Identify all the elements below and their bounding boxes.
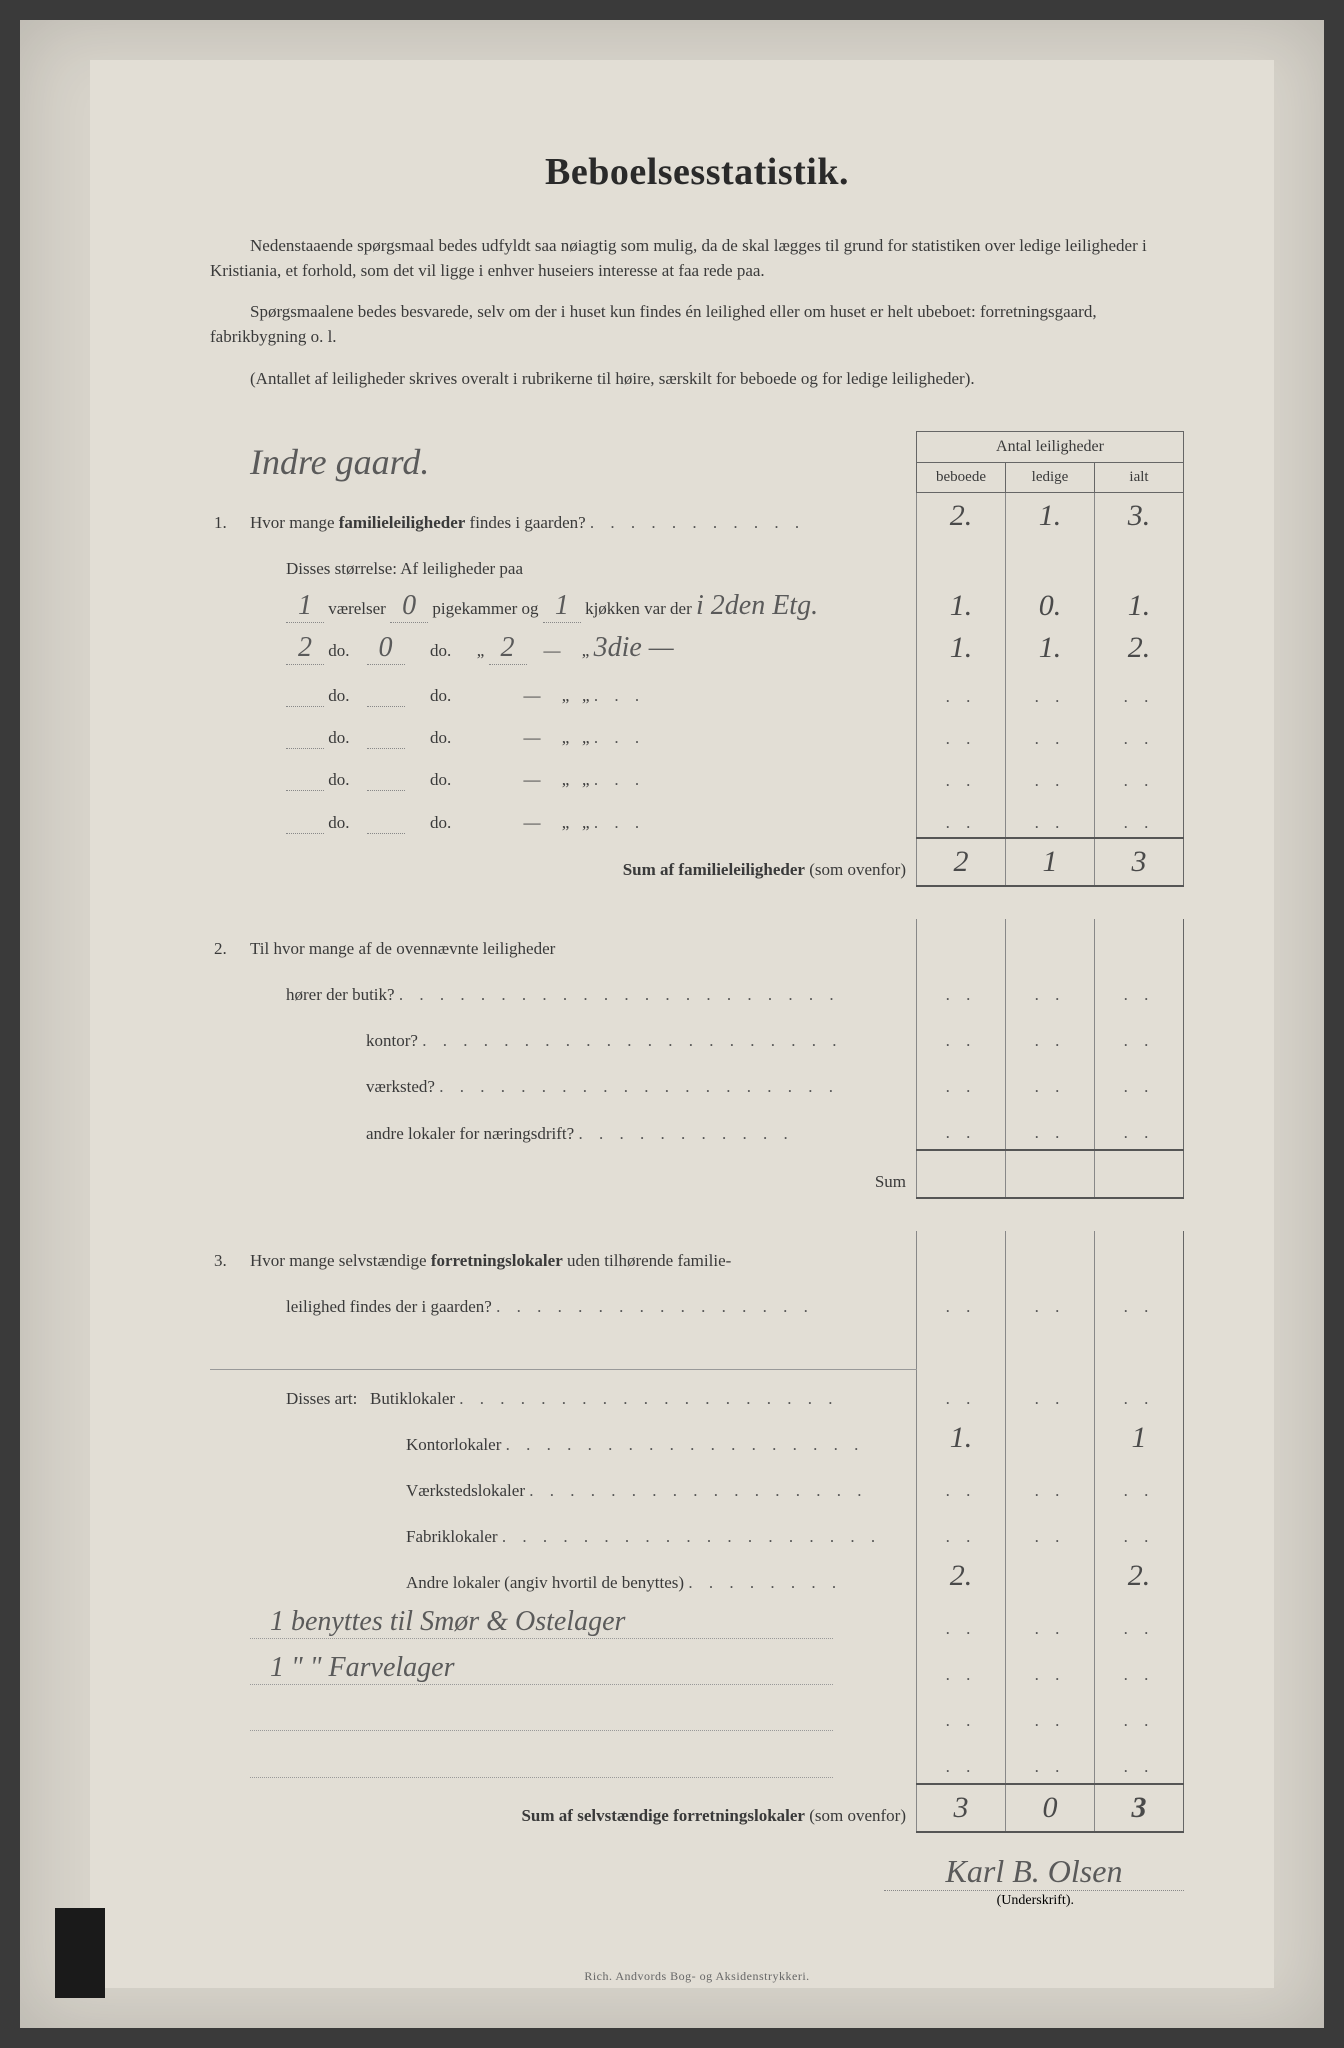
intro-p2: Spørgsmaalene bedes besvarede, selv om d… — [210, 300, 1184, 349]
signature: Karl B. Olsen — [946, 1853, 1123, 1889]
page-title: Beboelsesstatistik. — [210, 150, 1184, 194]
q3-sum-label: Sum af selvstændige forretningslokaler — [521, 1806, 805, 1825]
q1-sum-label: Sum af familieleiligheder — [623, 860, 805, 879]
q1-subtext: Disses størrelse: Af leiligheder paa — [246, 539, 917, 585]
col-ledige: ledige — [1006, 463, 1095, 493]
col-header-main: Antal leiligheder — [917, 432, 1184, 463]
col-ialt: ialt — [1095, 463, 1184, 493]
q2-text: Til hvor mange af de ovennævnte leilighe… — [246, 919, 917, 965]
col-beboede: beboede — [917, 463, 1006, 493]
q3-text1: Hvor mange selvstændige forretningslokal… — [246, 1231, 917, 1277]
scan-frame: Beboelsesstatistik. Nedenstaaende spørgs… — [20, 20, 1324, 2028]
q1-text: Hvor mange familieleiligheder findes i g… — [250, 513, 586, 532]
printer-line: Rich. Andvords Bog- og Aksidenstrykkeri. — [210, 1969, 1184, 1984]
signature-label: (Underskrift). — [997, 1893, 1184, 1908]
intro-p3: (Antallet af leiligheder skrives overalt… — [210, 367, 1184, 392]
q1-l: 1. — [1039, 499, 1062, 532]
q3-num: 3. — [210, 1231, 246, 1277]
q2-num: 2. — [210, 919, 246, 965]
q1-b: 2. — [950, 499, 973, 532]
q1-num: 1. — [210, 493, 246, 540]
address-handwritten: Indre gaard. — [250, 442, 429, 482]
hw-line-2: 1 " " Farvelager — [250, 1652, 833, 1685]
black-tab — [55, 1908, 105, 1998]
intro-text: Nedenstaaende spørgsmaal bedes udfyldt s… — [210, 234, 1184, 391]
hw-line-1: 1 benyttes til Smør & Ostelager — [250, 1606, 833, 1639]
main-table: Indre gaard. Antal leiligheder beboede l… — [210, 431, 1184, 1833]
intro-p1: Nedenstaaende spørgsmaal bedes udfyldt s… — [210, 234, 1184, 283]
document-paper: Beboelsesstatistik. Nedenstaaende spørgs… — [90, 60, 1274, 1988]
signature-area: Karl B. Olsen (Underskrift). — [210, 1853, 1184, 1909]
q1-i: 3. — [1128, 499, 1151, 532]
